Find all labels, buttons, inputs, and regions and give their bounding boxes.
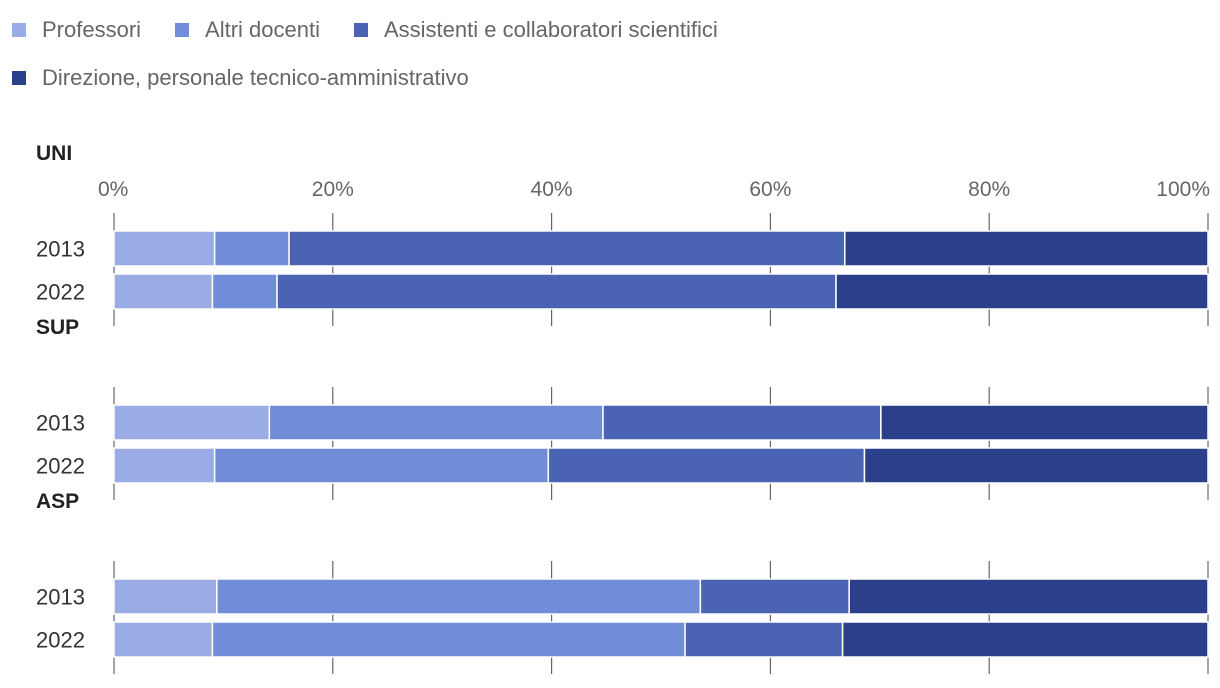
bar-segment-sup-2022-direzione-personale- bbox=[863, 447, 1209, 484]
bar-segment-uni-2022-altri-docenti bbox=[211, 273, 278, 310]
bar-segment-asp-2013-altri-docenti bbox=[216, 578, 702, 615]
row-label-sup-2013: 2013 bbox=[36, 411, 85, 436]
bar-segment-asp-2022-professori bbox=[113, 621, 214, 658]
group-title-asp: ASP bbox=[36, 490, 79, 513]
legend-row-1: Professori Altri docenti Assistenti e co… bbox=[12, 6, 1202, 54]
bar-segment-uni-2022-assistenti-e-collabo bbox=[276, 273, 837, 310]
legend-swatch-altri-docenti bbox=[175, 23, 190, 37]
bar-segment-asp-2013-assistenti-e-collabo bbox=[699, 578, 850, 615]
bar-segment-sup-2013-altri-docenti bbox=[268, 404, 604, 441]
legend-label-assistenti: Assistenti e collaboratori scientifici bbox=[384, 17, 718, 42]
row-label-uni-2013: 2013 bbox=[36, 237, 85, 262]
bar-segment-uni-2022-professori bbox=[113, 273, 214, 310]
row-label-sup-2022: 2022 bbox=[36, 454, 85, 479]
legend-item-direzione[interactable]: Direzione, personale tecnico-amministrat… bbox=[12, 65, 469, 91]
legend-row-2: Direzione, personale tecnico-amministrat… bbox=[12, 54, 1202, 102]
row-label-uni-2022: 2022 bbox=[36, 280, 85, 305]
bar-segment-sup-2013-professori bbox=[113, 404, 271, 441]
legend-label-altri-docenti: Altri docenti bbox=[205, 17, 320, 42]
row-label-asp-2013: 2013 bbox=[36, 585, 85, 610]
bar-segment-asp-2013-direzione-personale- bbox=[848, 578, 1209, 615]
x-tick-label-5: 100% bbox=[1156, 178, 1210, 201]
bar-segment-asp-2013-professori bbox=[113, 578, 218, 615]
bar-segment-sup-2022-assistenti-e-collabo bbox=[547, 447, 866, 484]
x-tick-label-4: 80% bbox=[968, 178, 1010, 201]
row-label-asp-2022: 2022 bbox=[36, 628, 85, 653]
legend-item-assistenti[interactable]: Assistenti e collaboratori scientifici bbox=[354, 17, 718, 43]
bar-segment-uni-2013-professori bbox=[113, 230, 216, 267]
bar-segment-asp-2022-assistenti-e-collabo bbox=[684, 621, 844, 658]
group-title-sup: SUP bbox=[36, 316, 79, 339]
legend-item-professori[interactable]: Professori bbox=[12, 17, 141, 43]
x-tick-label-3: 60% bbox=[749, 178, 791, 201]
legend-swatch-professori bbox=[12, 23, 26, 37]
bar-segment-asp-2022-direzione-personale- bbox=[841, 621, 1209, 658]
bar-segment-uni-2013-direzione-personale- bbox=[844, 230, 1209, 267]
x-tick-label-2: 40% bbox=[531, 178, 573, 201]
bar-segment-uni-2022-direzione-personale- bbox=[835, 273, 1209, 310]
legend-swatch-assistenti bbox=[354, 23, 368, 37]
bar-segment-sup-2013-direzione-personale- bbox=[880, 404, 1209, 441]
x-tick-label-0: 0% bbox=[98, 178, 128, 201]
legend-item-altri-docenti[interactable]: Altri docenti bbox=[175, 17, 320, 43]
bar-segment-sup-2022-altri-docenti bbox=[213, 447, 550, 484]
bar-segment-sup-2022-professori bbox=[113, 447, 216, 484]
x-tick-label-1: 20% bbox=[312, 178, 354, 201]
group-title-uni: UNI bbox=[36, 142, 72, 165]
bar-segment-asp-2022-altri-docenti bbox=[211, 621, 686, 658]
legend: Professori Altri docenti Assistenti e co… bbox=[12, 6, 1202, 102]
legend-label-direzione: Direzione, personale tecnico-amministrat… bbox=[42, 65, 469, 90]
bar-segment-uni-2013-assistenti-e-collabo bbox=[288, 230, 846, 267]
legend-label-professori: Professori bbox=[42, 17, 142, 42]
bar-segment-sup-2013-assistenti-e-collabo bbox=[602, 404, 882, 441]
legend-swatch-direzione bbox=[12, 71, 26, 85]
bar-segment-uni-2013-altri-docenti bbox=[213, 230, 290, 267]
